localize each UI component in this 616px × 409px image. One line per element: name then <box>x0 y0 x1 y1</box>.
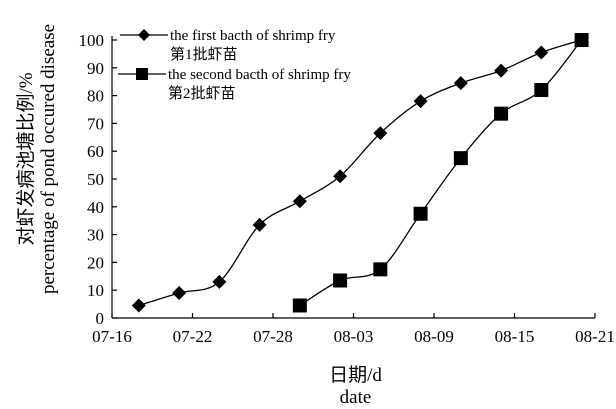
data-point-diamond <box>292 194 307 209</box>
data-point-square <box>373 262 388 277</box>
y-tick-label: 30 <box>87 226 104 245</box>
legend-marker-diamond <box>138 29 150 41</box>
data-point-diamond <box>494 63 509 78</box>
data-point-square <box>534 83 549 98</box>
legend: the first bacth of shrimp fry 第1批虾苗 the … <box>118 28 351 102</box>
x-tick-label: 07-16 <box>92 327 132 346</box>
legend-label-series-1-zh: 第1批虾苗 <box>170 45 238 63</box>
data-point-square <box>292 298 307 313</box>
y-tick-label: 100 <box>79 31 105 50</box>
data-point-square <box>413 206 428 221</box>
data-point-square <box>333 273 348 288</box>
data-point-diamond <box>172 285 187 300</box>
y-tick-label: 40 <box>87 198 104 217</box>
x-ticks: 07-16 07-22 07-28 08-03 08-09 08-15 08-21 <box>92 313 615 346</box>
x-tick-label: 07-22 <box>173 327 213 346</box>
y-tick-label: 10 <box>87 281 104 300</box>
y-axis-title-en: percentage of pond occured disease <box>38 24 59 294</box>
x-tick-label: 08-21 <box>575 327 615 346</box>
legend-label-series-2-zh: 第2批虾苗 <box>168 84 236 102</box>
data-point-diamond <box>212 274 227 289</box>
y-axis-title-zh: 对虾发病池塘比例/% <box>15 72 37 245</box>
x-axis-title-zh: 日期/d <box>329 364 382 386</box>
x-tick-label: 08-03 <box>334 327 374 346</box>
data-point-diamond <box>373 126 388 141</box>
y-tick-label: 60 <box>87 142 104 161</box>
x-tick-label: 07-28 <box>253 327 293 346</box>
y-tick-label: 20 <box>87 253 104 272</box>
legend-marker-square <box>136 68 148 80</box>
data-point-diamond <box>413 94 428 109</box>
y-tick-label: 90 <box>87 59 104 78</box>
data-point-diamond <box>534 45 549 60</box>
x-tick-label: 08-15 <box>495 327 535 346</box>
y-tick-label: 0 <box>96 309 105 328</box>
data-point-diamond <box>252 217 267 232</box>
y-ticks: 0 10 20 30 40 50 60 70 80 90 100 <box>79 31 117 328</box>
data-point-square <box>494 106 509 121</box>
y-tick-label: 80 <box>87 87 104 106</box>
data-point-diamond <box>333 169 348 184</box>
data-point-diamond <box>131 298 146 313</box>
x-axis-title-en: date <box>340 387 372 408</box>
series-group <box>131 33 589 313</box>
legend-label-series-2: the second bacth of shrimp fry <box>168 67 351 83</box>
legend-label-series-1: the first bacth of shrimp fry <box>170 28 336 44</box>
y-tick-label: 70 <box>87 114 104 133</box>
data-point-square <box>453 151 468 166</box>
y-tick-label: 50 <box>87 170 104 189</box>
data-point-square <box>574 33 589 47</box>
data-point-diamond <box>453 76 468 91</box>
x-tick-label: 08-09 <box>414 327 454 346</box>
